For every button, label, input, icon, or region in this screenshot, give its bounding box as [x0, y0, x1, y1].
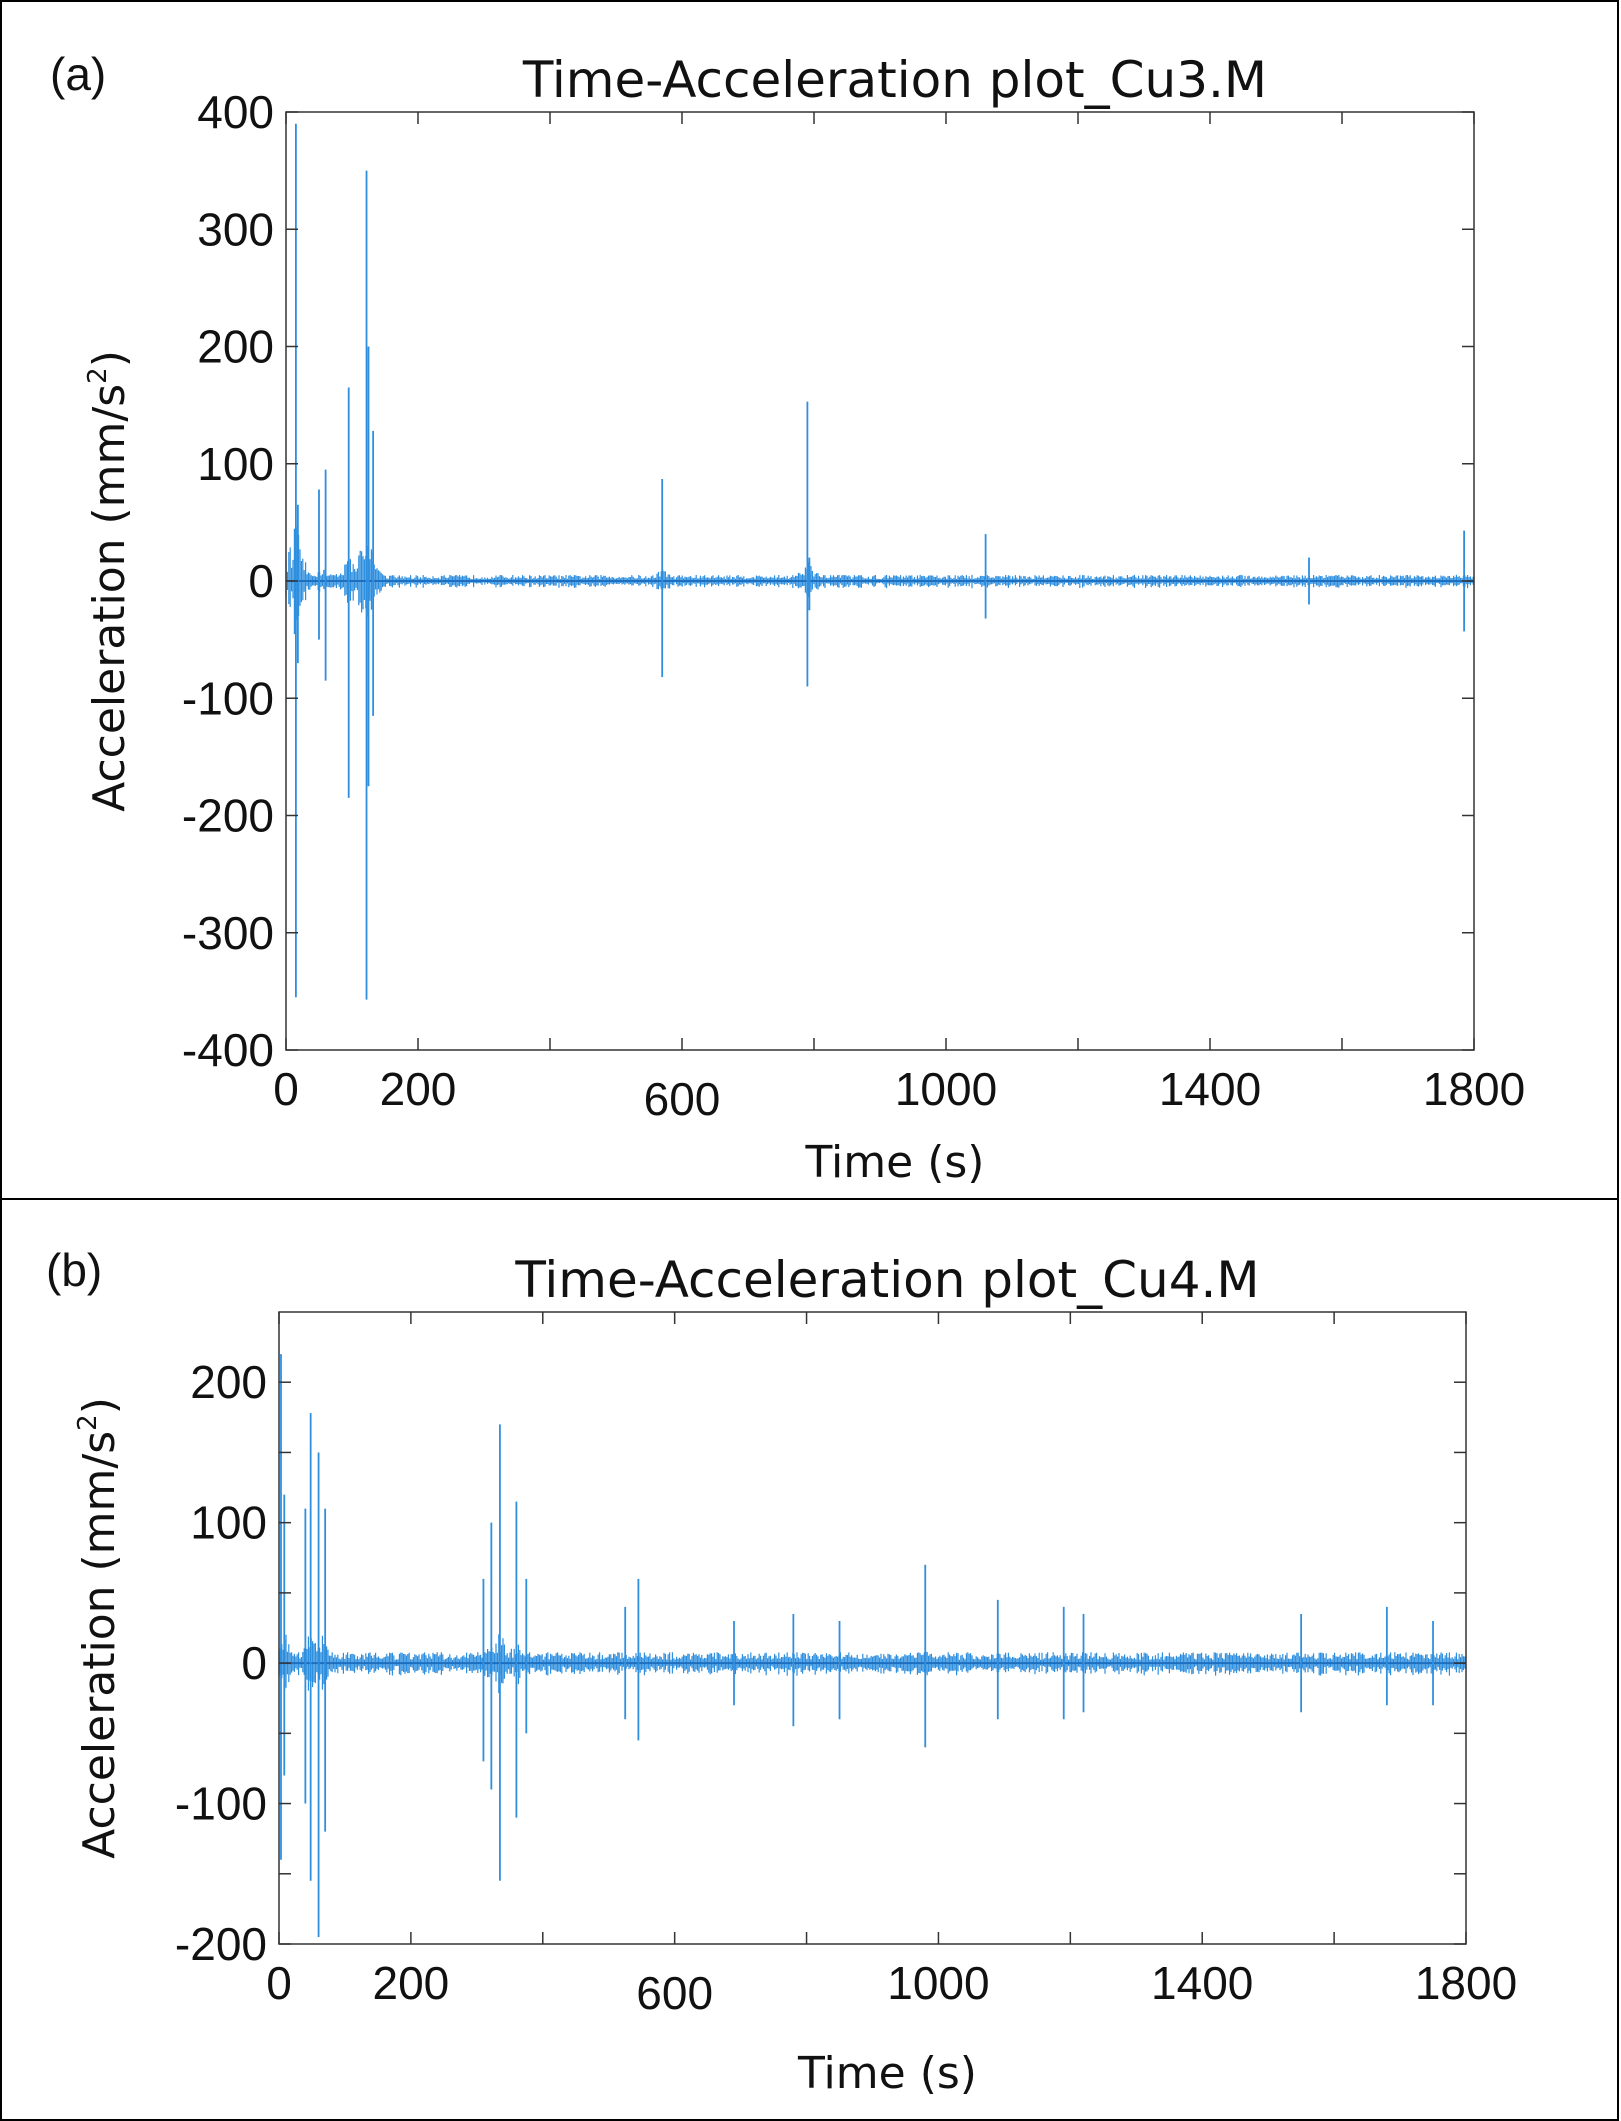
- y-tick-label: -300: [182, 907, 274, 959]
- x-tick-label: 1000: [895, 1063, 997, 1115]
- y-tick-label: 400: [197, 86, 274, 138]
- chart-b: (b) Time-Acceleration plot_Cu4.M 0 200 600 10…: [46, 1244, 1517, 2099]
- panel-b: (b) Time-Acceleration plot_Cu4.M 0 200 600 10…: [0, 1198, 1619, 2121]
- y-axis-label: Acceleration (mm/s2): [73, 1397, 125, 1859]
- x-tick-label: 200: [380, 1063, 457, 1115]
- x-tick-label: 1800: [1423, 1063, 1525, 1115]
- chart-a: (a) Time-Acceleration plot_Cu3.M 0 200 600 10…: [50, 48, 1525, 1188]
- x-axis-label: Time (s): [797, 2048, 977, 2099]
- y-tick-label: 300: [197, 203, 274, 255]
- y-tick-label: 100: [197, 438, 274, 490]
- plot-frame: [278, 1311, 1467, 1945]
- x-axis-label: Time (s): [805, 1137, 985, 1188]
- x-tick-label: 1000: [887, 1957, 989, 2009]
- y-axis-label: Acceleration (mm/s2): [83, 350, 135, 812]
- x-tick-label: 1400: [1159, 1063, 1261, 1115]
- y-tick-label: -200: [182, 790, 274, 842]
- chart-title: Time-Acceleration plot_Cu3.M: [522, 51, 1267, 109]
- x-tick-label: 600: [636, 1967, 713, 2019]
- y-tick-label: -100: [182, 672, 274, 724]
- x-tick-label: 200: [373, 1957, 450, 2009]
- chart-title: Time-Acceleration plot_Cu4.M: [514, 1251, 1259, 1309]
- x-tick-label: 1800: [1415, 1957, 1517, 2009]
- y-tick-label: -400: [182, 1024, 274, 1076]
- y-tick-label: 200: [197, 321, 274, 373]
- y-tick-label: 0: [241, 1637, 267, 1689]
- x-tick-label: 0: [273, 1063, 299, 1115]
- panel-label: (b): [46, 1244, 102, 1296]
- x-tick-label: 1400: [1151, 1957, 1253, 2009]
- panel-label: (a): [50, 48, 106, 100]
- y-tick-label: -200: [175, 1918, 267, 1970]
- y-tick-label: 100: [190, 1497, 267, 1549]
- y-tick-label: 200: [190, 1356, 267, 1408]
- panel-a: (a) Time-Acceleration plot_Cu3.M 0 200 600 10…: [0, 0, 1619, 1200]
- y-tick-label: 0: [248, 555, 274, 607]
- x-tick-label: 0: [266, 1957, 292, 2009]
- x-tick-label: 600: [644, 1073, 721, 1125]
- y-tick-label: -100: [175, 1778, 267, 1830]
